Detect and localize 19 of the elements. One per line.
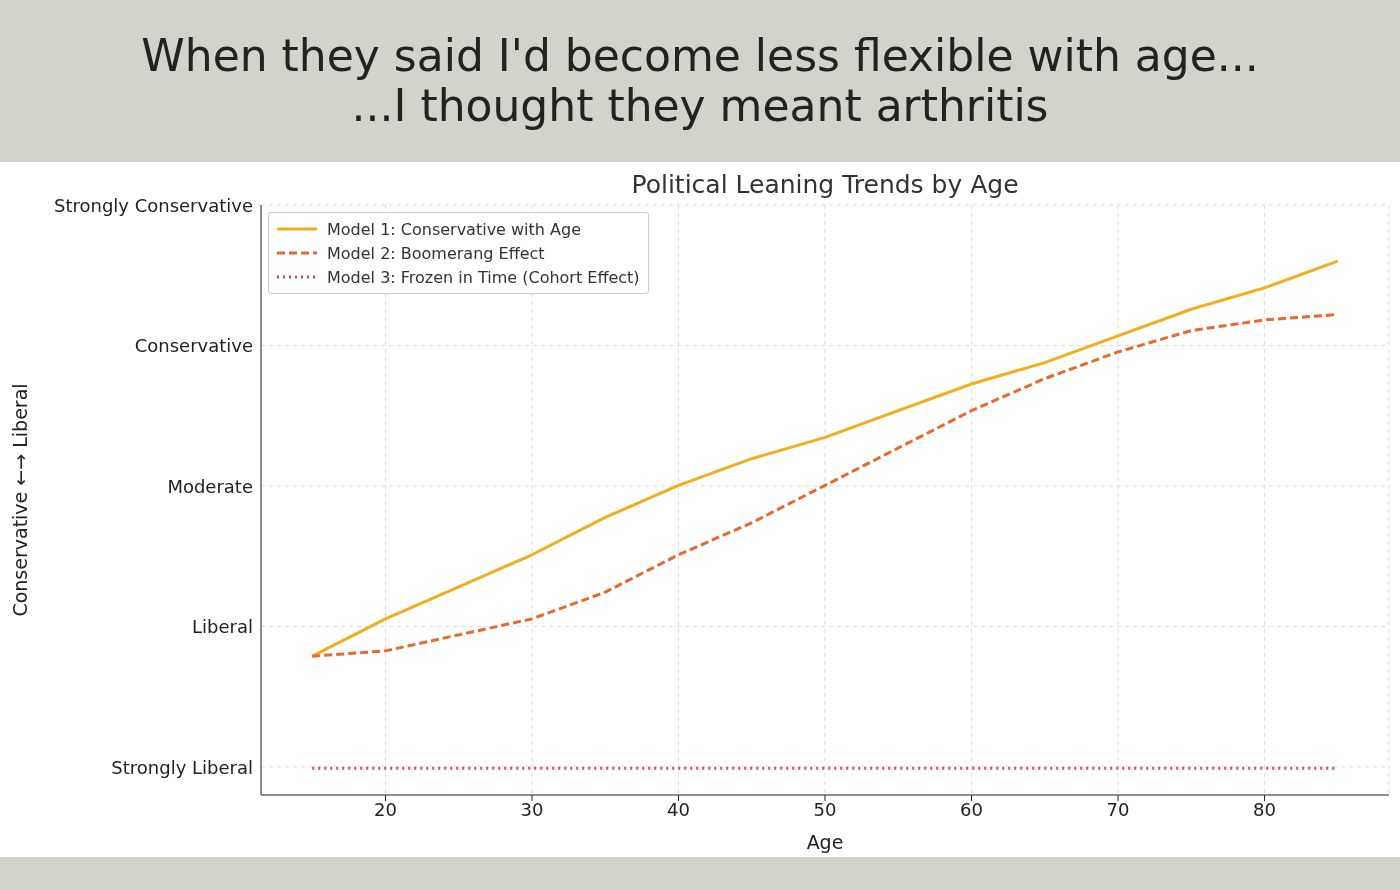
x-tick-label: 60	[960, 798, 983, 820]
chart-subtitle: Political Leaning Trends by Age	[630, 170, 1020, 199]
x-tick-label: 50	[813, 798, 837, 820]
text: Conservative ←→ Liberal	[9, 383, 31, 617]
text: Moderate	[167, 475, 253, 497]
text: Liberal	[192, 615, 253, 637]
legend-label: Model 1: Conservative with Age	[327, 219, 582, 239]
legend-label: Model 3: Frozen in Time (Cohort Effect)	[327, 267, 640, 287]
x-tick-label: 20	[374, 798, 397, 820]
text: Strongly Liberal	[111, 756, 253, 778]
chart-title: When they said I'd become less flexible with age... ...I thought they meant arthritis	[140, 29, 1260, 133]
x-axis-title: Age	[806, 831, 844, 853]
x-tick-label: 30	[520, 798, 544, 820]
x-tick-label: 80	[1253, 798, 1276, 820]
x-tick-label: 70	[1106, 798, 1130, 820]
text: Conservative	[134, 334, 253, 356]
x-tick-label: 40	[667, 798, 690, 820]
text: Strongly Conservative	[53, 194, 253, 216]
legend-label: Model 2: Boomerang Effect	[327, 243, 545, 263]
